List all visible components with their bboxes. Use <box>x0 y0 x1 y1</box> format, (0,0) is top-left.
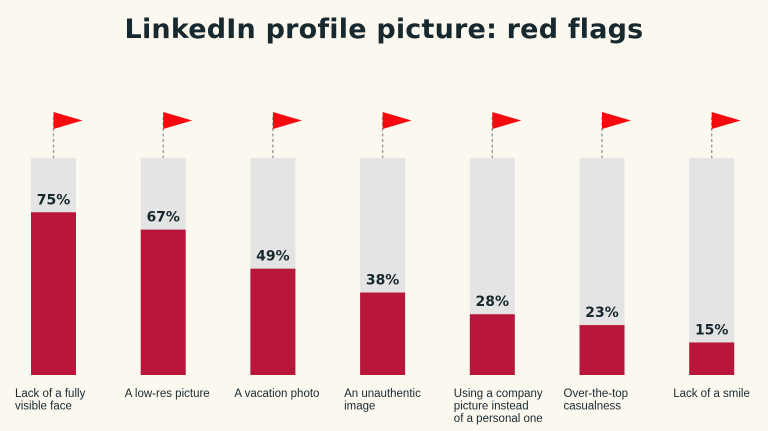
category-label: Over-the-top casualness <box>564 388 629 413</box>
category-label-line: Lack of a smile <box>673 388 750 400</box>
category-label-line: Using a company <box>454 388 543 400</box>
category-label: Lack of a fully visible face <box>15 388 86 413</box>
data-label: 67% <box>146 210 180 226</box>
chart-title: LinkedIn profile picture: red flags <box>124 14 644 45</box>
category-label-line: of a personal one <box>454 413 543 425</box>
bar <box>579 325 625 375</box>
data-label: 75% <box>37 192 71 208</box>
bar <box>360 292 406 375</box>
category-label: A vacation photo <box>234 388 319 400</box>
red-flag-icon <box>602 112 631 129</box>
category-label-line: Lack of a fully <box>15 388 86 400</box>
red-flag-icon <box>382 112 412 129</box>
bar <box>469 314 515 375</box>
data-label: 23% <box>585 305 619 321</box>
red-flag-icon <box>163 112 193 129</box>
category-label-line: A low-res picture <box>125 388 210 400</box>
red-flag-icon <box>53 112 83 129</box>
bar <box>31 212 76 375</box>
bar <box>689 342 735 375</box>
category-label-line: picture instead <box>454 401 529 413</box>
category-label-line: Over-the-top <box>564 388 629 400</box>
red-flag-icon <box>711 112 741 129</box>
bar-track <box>689 158 735 375</box>
bar <box>140 229 186 375</box>
red-flag-icon <box>272 112 302 129</box>
data-label: 28% <box>476 294 510 310</box>
category-label-line: A vacation photo <box>234 388 319 400</box>
category-label-line: visible face <box>15 401 72 413</box>
data-label: 49% <box>256 249 290 265</box>
category-label: Lack of a smile <box>673 388 750 400</box>
category-label: An unauthentic image <box>344 388 421 413</box>
category-label: Using a company picture instead of a perso… <box>454 388 543 425</box>
red-flag-icon <box>492 112 522 129</box>
data-label: 15% <box>695 322 729 338</box>
data-label: 38% <box>366 273 400 289</box>
bar <box>250 268 296 375</box>
category-label-line: casualness <box>564 401 622 413</box>
category-label: A low-res picture <box>125 388 210 400</box>
category-label-line: An unauthentic <box>344 388 421 400</box>
category-label-line: image <box>344 401 375 413</box>
